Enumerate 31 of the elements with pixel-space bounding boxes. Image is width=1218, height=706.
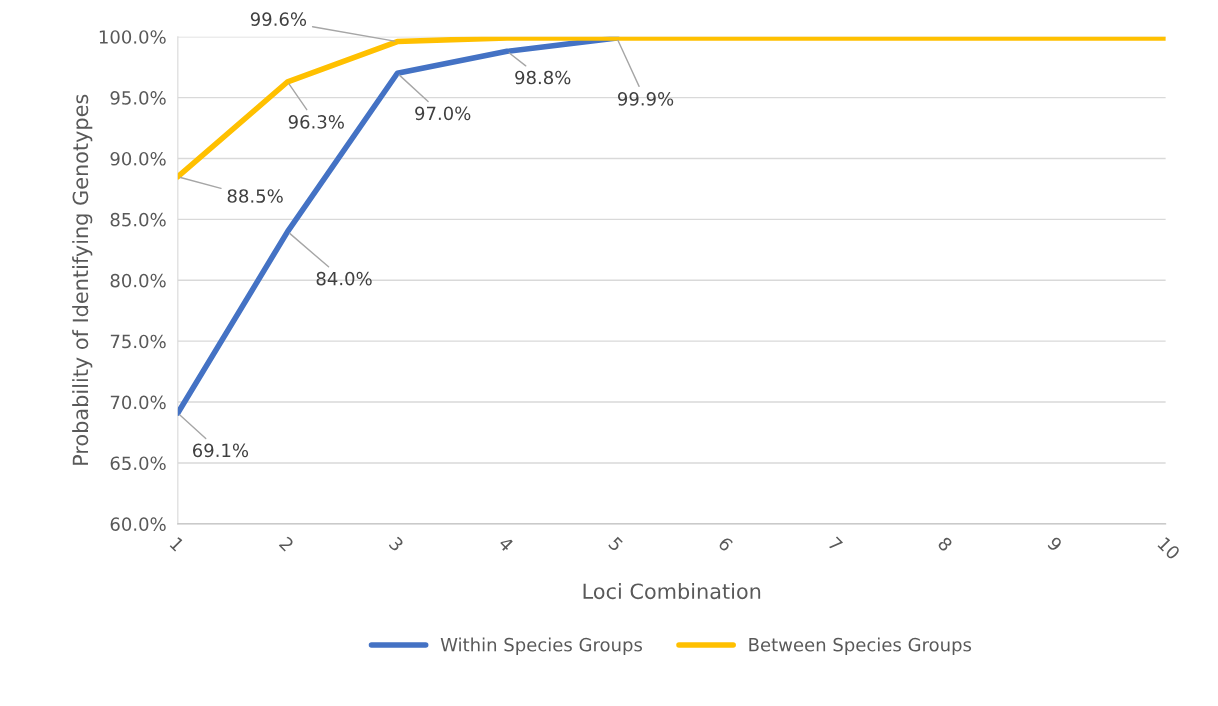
x-tick-label: 5 bbox=[607, 536, 624, 552]
y-tick-label: 70.0% bbox=[110, 395, 166, 410]
x-tick-label: 9 bbox=[1046, 535, 1063, 553]
data-label: 96.3% bbox=[288, 115, 344, 129]
x-axis-title: Loci Combination bbox=[583, 583, 761, 600]
y-tick-label: 80.0% bbox=[110, 273, 166, 288]
x-tick-label: 8 bbox=[937, 536, 954, 553]
data-label: 98.8% bbox=[515, 70, 571, 85]
x-tick-label: 1 bbox=[169, 536, 185, 552]
x-tick-label: 4 bbox=[498, 535, 515, 553]
data-label: 88.5% bbox=[227, 189, 283, 203]
x-tick-label: 10 bbox=[1157, 536, 1181, 561]
data-label: 84.0% bbox=[316, 271, 372, 286]
x-tick-label: 2 bbox=[278, 536, 295, 552]
y-tick-label: 60.0% bbox=[110, 517, 166, 531]
y-axis-title: Probability of Identifying Genotypes bbox=[72, 94, 93, 465]
y-tick-label: 85.0% bbox=[110, 212, 166, 227]
data-label: 99.6% bbox=[250, 12, 307, 26]
y-tick-label: 75.0% bbox=[110, 334, 166, 349]
y-tick-label: 100.0% bbox=[99, 30, 166, 44]
x-tick-label: 3 bbox=[388, 536, 405, 552]
data-label: 99.9% bbox=[617, 92, 674, 106]
data-label: 97.0% bbox=[415, 106, 471, 121]
y-tick-label: 65.0% bbox=[110, 456, 166, 471]
legend-label: Between Species Groups bbox=[749, 637, 972, 655]
x-tick-label: 6 bbox=[717, 536, 734, 553]
x-tick-label: 7 bbox=[827, 536, 843, 552]
data-label: 69.1% bbox=[192, 443, 249, 458]
legend-label: Within Species Groups bbox=[440, 637, 643, 655]
y-tick-label: 90.0% bbox=[110, 151, 166, 166]
y-tick-label: 95.0% bbox=[110, 91, 166, 105]
